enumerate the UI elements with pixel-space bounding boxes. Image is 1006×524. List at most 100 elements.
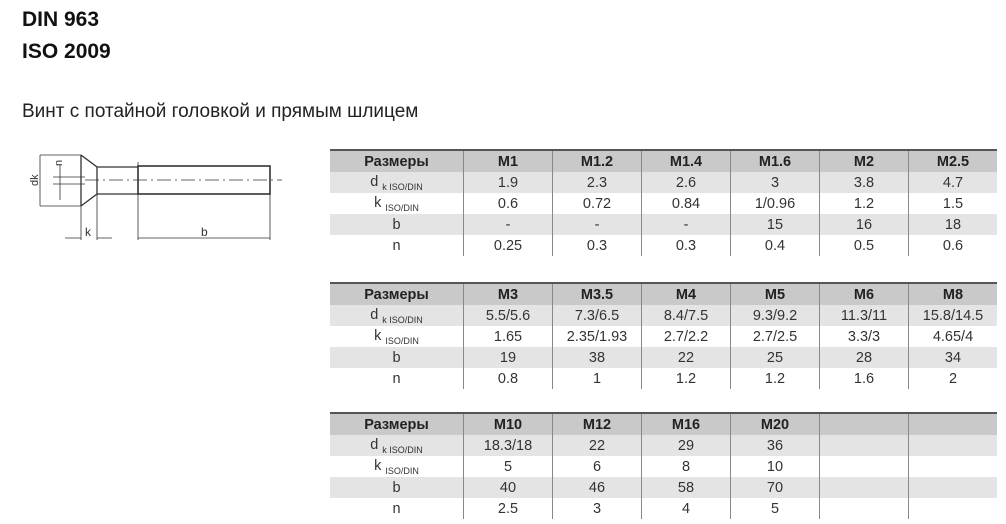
- row-label: b: [330, 477, 464, 498]
- row-n: n 0.25 0.3 0.3 0.4 0.5 0.6: [330, 235, 997, 256]
- cell: 38: [552, 347, 642, 368]
- row-size: Размеры M1 M1.2 M1.4 M1.6 M2 M2.5: [330, 149, 997, 172]
- cell: 8.4/7.5: [641, 305, 731, 326]
- cell: 0.84: [641, 193, 731, 214]
- cell: M6: [819, 282, 909, 305]
- cell: 1: [552, 368, 642, 389]
- row-label: Размеры: [330, 149, 464, 172]
- cell: 2.3: [552, 172, 642, 193]
- cell: 22: [641, 347, 731, 368]
- cell: [908, 477, 997, 498]
- row-label: d k ISO/DIN: [330, 172, 464, 193]
- cell: 58: [641, 477, 731, 498]
- row-n: n 0.8 1 1.2 1.2 1.6 2: [330, 368, 997, 389]
- cell: 22: [552, 435, 642, 456]
- cell: [908, 412, 997, 435]
- cell: 3.8: [819, 172, 909, 193]
- cell: M2: [819, 149, 909, 172]
- row-dk: d k ISO/DIN 1.9 2.3 2.6 3 3.8 4.7: [330, 172, 997, 193]
- standard-iso: ISO 2009: [22, 40, 111, 63]
- b-label: b: [201, 225, 208, 239]
- cell: M3.5: [552, 282, 642, 305]
- cell: 0.4: [730, 235, 820, 256]
- row-label: n: [392, 500, 401, 517]
- size-table-2: Размеры M3 M3.5 M4 M5 M6 M8 d k ISO/DIN 5.5/5.6 7…: [330, 282, 997, 389]
- cell: 3: [730, 172, 820, 193]
- cell: 0.6: [908, 235, 997, 256]
- size-table-1: Размеры M1 M1.2 M1.4 M1.6 M2 M2.5 d k ISO/DIN 1.…: [330, 149, 997, 256]
- cell: M1.2: [552, 149, 642, 172]
- cell: 7.3/6.5: [552, 305, 642, 326]
- row-size: Размеры M10 M12 M16 M20: [330, 412, 997, 435]
- cell: 5.5/5.6: [463, 305, 553, 326]
- subtitle: Винт с потайной головкой и прямым шлицем: [22, 101, 419, 122]
- cell: 15.8/14.5: [908, 305, 997, 326]
- cell: [908, 435, 997, 456]
- row-label: Размеры: [330, 412, 464, 435]
- cell: 11.3/11: [819, 305, 909, 326]
- row-label: Размеры: [330, 282, 464, 305]
- cell: -: [552, 214, 642, 235]
- row-k: k ISO/DIN 5 6 8 10: [330, 456, 997, 477]
- cell: 5: [463, 456, 553, 477]
- cell: 15: [730, 214, 820, 235]
- cell: 6: [552, 456, 642, 477]
- row-n: n 2.5 3 4 5: [330, 498, 997, 519]
- row-label: k ISO/DIN: [374, 194, 419, 213]
- cell: 2.7/2.2: [641, 326, 731, 347]
- cell: -: [463, 214, 553, 235]
- row-dk: d k ISO/DIN 5.5/5.6 7.3/6.5 8.4/7.5 9.3/9.2 1…: [330, 305, 997, 326]
- cell: M4: [641, 282, 731, 305]
- cell: 1.5: [908, 193, 997, 214]
- size-table-3: Размеры M10 M12 M16 M20 d k ISO/DIN 18.3/18 22 2…: [330, 412, 997, 519]
- cell: 2: [908, 368, 997, 389]
- cell: 2.7/2.5: [730, 326, 820, 347]
- row-b: b 40 46 58 70: [330, 477, 997, 498]
- cell: 0.25: [463, 235, 553, 256]
- cell: 4.7: [908, 172, 997, 193]
- screw-diagram: dk n k b: [29, 154, 282, 240]
- cell: 1.2: [641, 368, 731, 389]
- cell: 36: [730, 435, 820, 456]
- cell: M12: [552, 412, 642, 435]
- cell: 3.3/3: [819, 326, 909, 347]
- cell: 19: [463, 347, 553, 368]
- row-label: k ISO/DIN: [374, 457, 419, 476]
- cell: -: [641, 214, 731, 235]
- cell: [819, 477, 909, 498]
- cell: 18.3/18: [463, 435, 553, 456]
- row-label: d k ISO/DIN: [330, 305, 464, 326]
- cell: M1: [463, 149, 553, 172]
- cell: 9.3/9.2: [730, 305, 820, 326]
- cell: 1.2: [730, 368, 820, 389]
- cell: M16: [641, 412, 731, 435]
- cell: 1.9: [463, 172, 553, 193]
- cell: 3: [552, 498, 642, 519]
- cell: 40: [463, 477, 553, 498]
- row-k: k ISO/DIN 0.6 0.72 0.84 1/0.96 1.2 1.5: [330, 193, 997, 214]
- cell: M3: [463, 282, 553, 305]
- cell: 1.6: [819, 368, 909, 389]
- row-b: b 19 38 22 25 28 34: [330, 347, 997, 368]
- cell: M5: [730, 282, 820, 305]
- cell: 10: [730, 456, 820, 477]
- cell: [819, 412, 909, 435]
- cell: M1.4: [641, 149, 731, 172]
- cell: 0.5: [819, 235, 909, 256]
- n-label: n: [53, 160, 65, 166]
- cell: [908, 498, 997, 519]
- dk-label: dk: [29, 174, 41, 186]
- cell: M1.6: [730, 149, 820, 172]
- row-b: b - - -15 16 18: [330, 214, 997, 235]
- cell: 2.35/1.93: [552, 326, 642, 347]
- cell: 0.8: [463, 368, 553, 389]
- k-label: k: [85, 225, 92, 239]
- cell: 29: [641, 435, 731, 456]
- cell: 0.3: [552, 235, 642, 256]
- cell: 46: [552, 477, 642, 498]
- row-label: k ISO/DIN: [374, 327, 419, 346]
- cell: M2.5: [908, 149, 997, 172]
- row-dk: d k ISO/DIN 18.3/18 22 29 36: [330, 435, 997, 456]
- row-size: Размеры M3 M3.5 M4 M5 M6 M8: [330, 282, 997, 305]
- cell: 0.3: [641, 235, 731, 256]
